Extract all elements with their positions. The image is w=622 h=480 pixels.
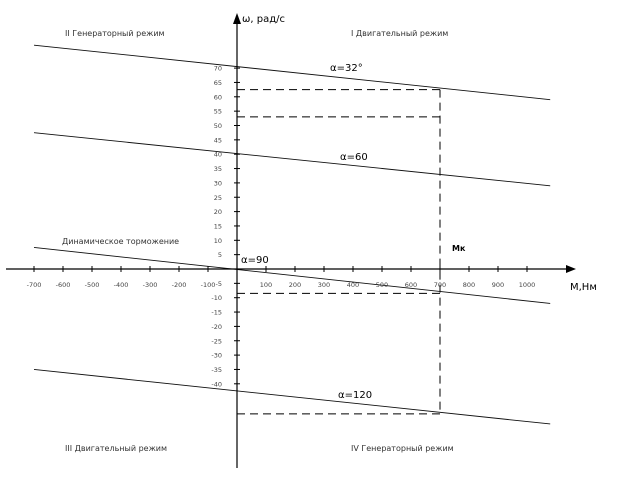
y-tick-label: -30 <box>211 352 222 360</box>
y-tick-label: -25 <box>211 337 222 345</box>
x-axis-arrow <box>566 265 576 273</box>
quadrant-2-label: II Генераторный режим <box>65 29 165 38</box>
y-tick-label: -10 <box>211 294 222 302</box>
quadrant-3-label: III Двигательный режим <box>65 444 167 453</box>
x-tick-label: 1000 <box>519 281 536 289</box>
y-tick-label: 25 <box>214 194 222 202</box>
y-tick-label: 10 <box>214 237 222 245</box>
y-tick-label: 55 <box>214 108 222 116</box>
series-label-4: α=120 <box>338 390 372 401</box>
x-tick-label: 800 <box>463 281 475 289</box>
x-tick-label: -300 <box>143 281 158 289</box>
ticks: -700 -600 -500 -400 -300 -200 -100 100 200 300 400… <box>27 65 536 389</box>
y-tick-label: -40 <box>211 380 222 388</box>
y-axis-title: ω, рад/с <box>242 14 285 25</box>
x-tick-label: -700 <box>27 281 42 289</box>
y-tick-label: -35 <box>211 366 222 374</box>
quadrant-1-label: I Двигательный режим <box>351 29 448 38</box>
y-tick-label: 60 <box>214 93 222 101</box>
y-tick-label: 45 <box>214 136 222 144</box>
y-tick-label: 5 <box>218 251 222 259</box>
quadrant-4-label: IV Генераторный режим <box>351 444 454 453</box>
x-axis-title: M,Нм <box>570 282 597 293</box>
series-lines <box>33 44 551 425</box>
x-tick-label: -200 <box>172 281 187 289</box>
series-line-4 <box>33 369 551 425</box>
x-tick-label: -600 <box>56 281 71 289</box>
series-labels: α=32° α=60 α=90 α=120 <box>241 63 372 401</box>
y-tick-label: 35 <box>214 165 222 173</box>
y-tick-label: 50 <box>214 122 222 130</box>
series-line-2 <box>33 132 551 187</box>
x-tick-label: 400 <box>347 281 359 289</box>
x-tick-label: 100 <box>260 281 272 289</box>
mk-label: Mк <box>452 244 466 253</box>
y-tick-label: -5 <box>216 280 222 288</box>
dashed-guides <box>237 89 441 415</box>
y-tick-label: 20 <box>214 208 222 216</box>
y-tick-label: 30 <box>214 179 222 187</box>
x-tick-label: 900 <box>492 281 504 289</box>
x-tick-label: 200 <box>289 281 301 289</box>
braking-label: Динамическое торможение <box>62 237 179 246</box>
y-tick-label: 15 <box>214 222 222 230</box>
x-tick-label: 600 <box>405 281 417 289</box>
y-tick-label: 40 <box>214 151 222 159</box>
series-label-2: α=60 <box>340 152 368 163</box>
x-tick-label: -400 <box>114 281 129 289</box>
y-tick-label: -15 <box>211 309 222 317</box>
x-tick-label: 500 <box>376 281 388 289</box>
series-label-3: α=90 <box>241 255 269 266</box>
y-tick-label: -20 <box>211 323 222 331</box>
y-axis-arrow <box>233 13 241 24</box>
y-tick-label: 65 <box>214 79 222 87</box>
series-label-1: α=32° <box>330 63 363 74</box>
x-tick-label: -100 <box>201 281 216 289</box>
series-line-3 <box>33 247 551 304</box>
x-tick-label: 700 <box>434 281 446 289</box>
y-tick-label: 70 <box>214 65 222 73</box>
x-tick-label: 300 <box>318 281 330 289</box>
x-tick-label: -500 <box>85 281 100 289</box>
series-line-1 <box>33 44 551 101</box>
